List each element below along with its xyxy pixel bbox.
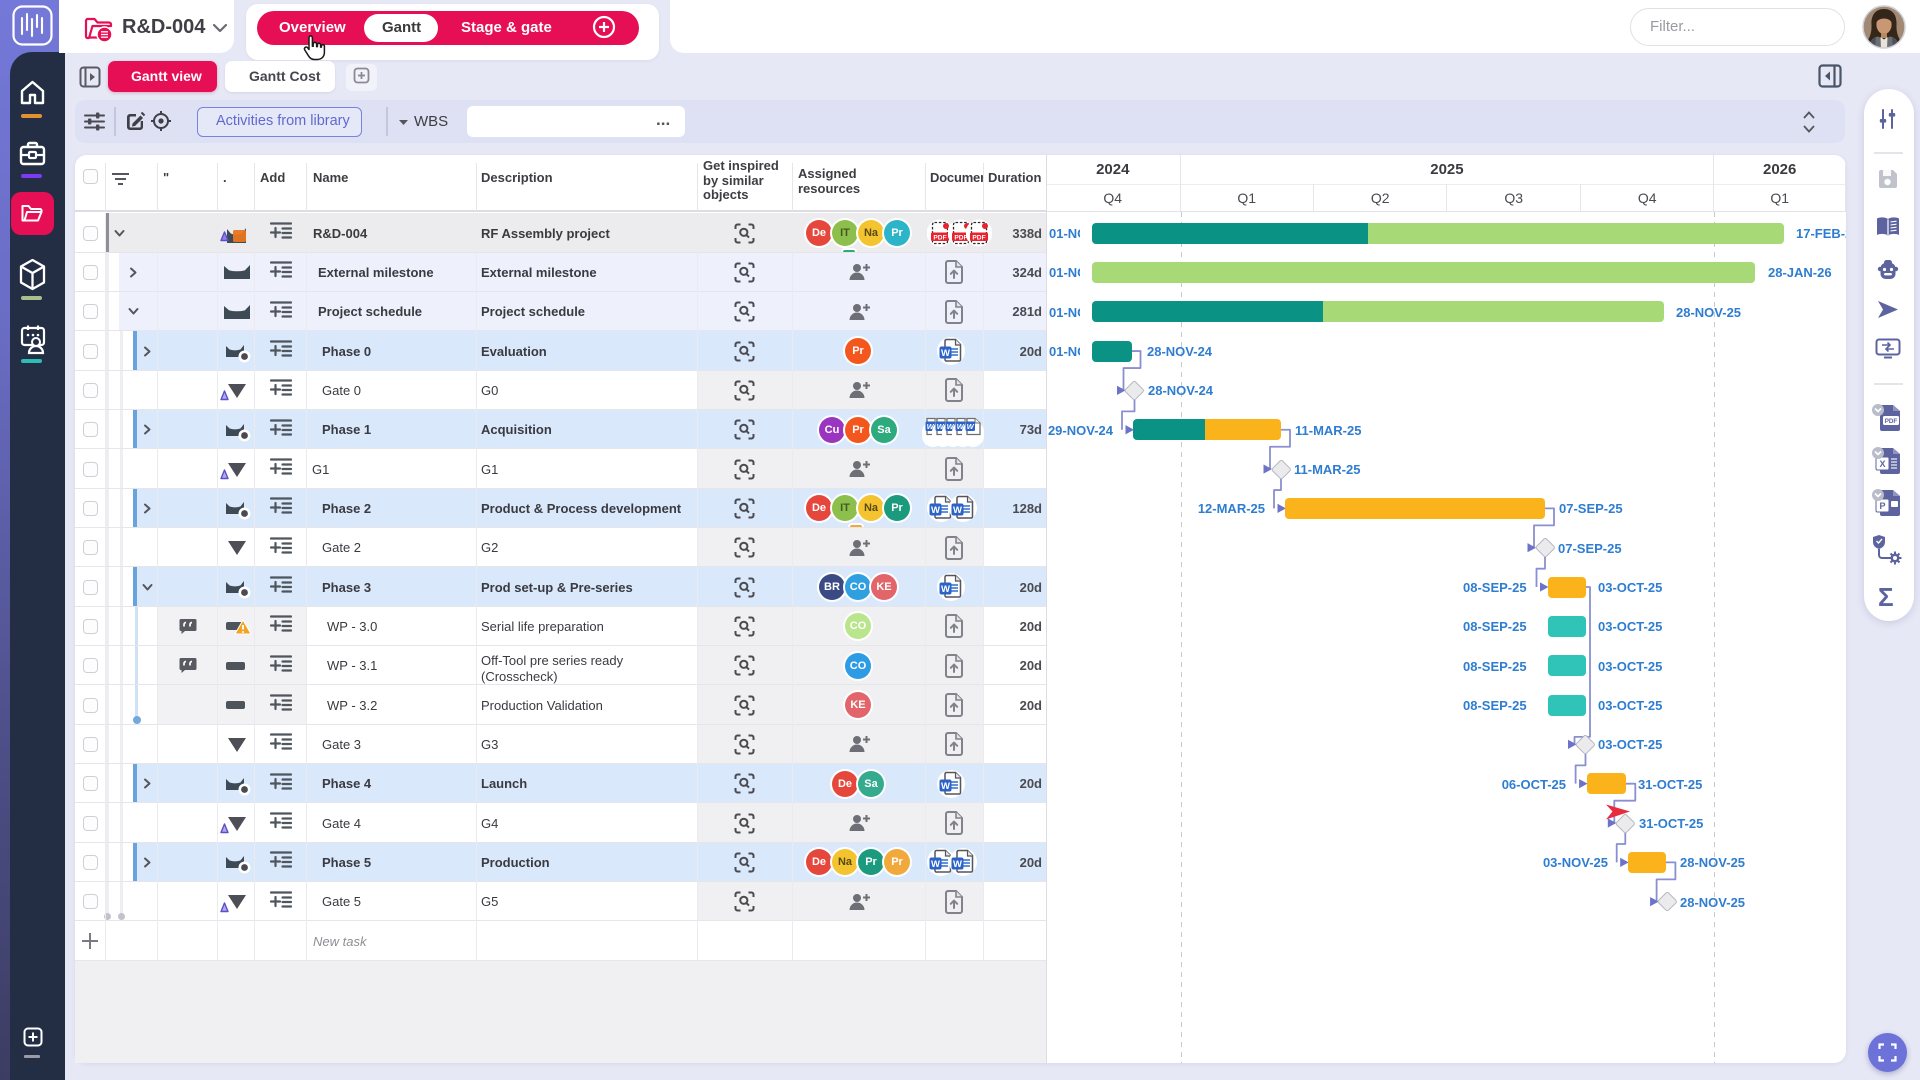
svg-text:W: W [967,422,975,431]
svg-text:W: W [927,422,935,431]
svg-text:P: P [1879,501,1885,511]
svg-text:W: W [941,348,950,359]
svg-text:W: W [931,505,940,516]
svg-text:X: X [1879,459,1885,469]
svg-text:W: W [937,422,945,431]
svg-text:PDF: PDF [972,234,985,241]
svg-text:W: W [947,422,955,431]
svg-text:PDF: PDF [954,234,967,241]
svg-text:W: W [941,584,950,595]
svg-text:W: W [931,859,940,870]
svg-text:W: W [941,780,950,791]
svg-text:PDF: PDF [933,234,946,241]
svg-text:W: W [957,422,965,431]
svg-text:W: W [953,505,962,516]
svg-text:W: W [953,859,962,870]
svg-text:PDF: PDF [1885,418,1898,425]
